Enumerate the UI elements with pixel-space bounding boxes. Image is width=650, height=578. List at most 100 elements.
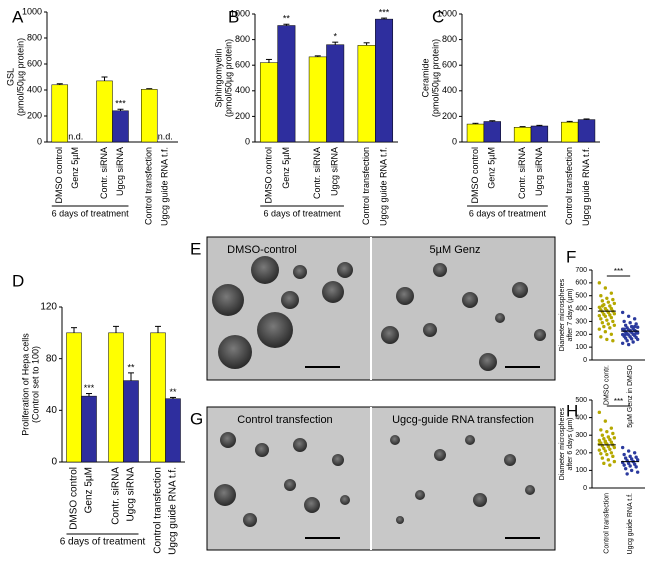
data-point [608,326,612,330]
x-tick-label: DMSO contr. [604,365,611,405]
x-tick-label: DMSO control [470,147,480,204]
y-tick-label: 400 [575,305,587,312]
data-point [612,301,617,306]
y-tick-label: 0 [37,136,42,146]
x-tick-label: Contr. siRNA [312,147,322,199]
bar [96,80,113,143]
y-tick-label: 1000 [437,8,457,18]
x-tick-label: Control transfection [361,147,371,225]
data-point [628,454,632,459]
x-tick-label: Contr. siRNA [517,147,527,199]
data-point [599,294,603,298]
panel-letter: A [12,7,24,26]
y-tick-label: 600 [235,60,250,70]
x-tick-label: Ugcg siRNA [115,147,125,196]
data-point [631,340,635,344]
annotation: * [333,32,337,42]
data-point [634,331,638,335]
data-point [599,317,603,321]
data-point [602,437,606,441]
data-point [626,342,631,347]
data-point [622,319,626,324]
annotation: ** [127,362,135,372]
significance: *** [614,267,623,276]
bar [108,332,124,463]
data-point [632,317,637,321]
x-tick-label: Genz 5µM [281,147,291,189]
y-tick-label: 0 [51,457,57,468]
annotation: *** [84,383,95,393]
data-point [603,440,608,444]
data-point [597,305,602,309]
y-tick-label: 300 [575,432,587,439]
data-point [634,455,638,459]
y-tick-label: 0 [583,485,587,492]
data-point [600,433,605,437]
data-point [597,438,602,443]
bar [81,395,97,463]
y-axis-label: after 6 days (µm) [567,417,574,470]
y-axis-label: Ceramide [420,58,430,97]
group-label: 6 days of treatment [60,537,146,548]
data-point [608,313,612,317]
x-tick-label: Genz 5µM [70,147,80,189]
y-tick-label: 0 [452,136,457,146]
bar [259,62,278,143]
data-point [603,449,608,453]
x-tick-label: Ugcg siRNA [534,147,544,196]
data-point [599,428,603,432]
data-point [622,327,626,331]
data-point [606,435,611,439]
y-tick-label: 80 [46,353,58,364]
data-point [632,324,637,329]
y-tick-label: 500 [575,397,587,404]
x-tick-label: Ugcg guide RNA t.f. [160,147,170,226]
data-point [597,448,602,452]
data-point [629,468,634,473]
spheres [212,256,546,371]
micrograph [206,406,556,551]
y-axis-label: Diameter microspheres [559,278,566,351]
panel-letter: C [432,7,444,26]
data-point [606,300,611,304]
panel-letter: H [566,401,578,420]
data-point [623,456,628,460]
y-tick-label: 100 [575,467,587,474]
y-axis-label: after 7 days (µm) [567,288,574,341]
data-point [622,452,626,457]
data-point [597,313,602,318]
data-point [609,451,614,455]
annotation: ** [169,387,177,397]
data-point [634,465,638,469]
bar [277,25,296,143]
panel-letter: G [190,409,203,428]
data-point [625,339,629,343]
panel-letter: E [190,239,201,258]
data-point [620,445,625,450]
y-tick-label: 200 [27,110,42,120]
x-tick-label: Ugcg siRNA [126,467,137,522]
x-tick-label: Ugcg guide RNA t.f. [168,467,179,555]
x-tick-label: Contr. siRNA [111,467,122,525]
data-point [608,437,612,442]
bar [513,127,532,143]
data-point [623,323,628,327]
data-point [602,446,606,451]
data-point [603,286,608,290]
bar [51,84,69,143]
data-point [625,472,629,476]
bar [66,332,82,463]
data-point [611,454,615,459]
data-point [635,458,640,462]
bar [326,44,345,143]
y-tick-label: 600 [575,280,587,287]
bar [165,398,181,463]
data-point [605,318,609,322]
data-point [605,429,609,434]
bar [483,121,501,143]
y-tick-label: 400 [442,85,457,95]
data-point [606,322,611,326]
data-point [605,296,609,300]
significance: *** [614,397,623,406]
image-panel-e: DMSO-control 5µM Genz E [190,236,556,381]
